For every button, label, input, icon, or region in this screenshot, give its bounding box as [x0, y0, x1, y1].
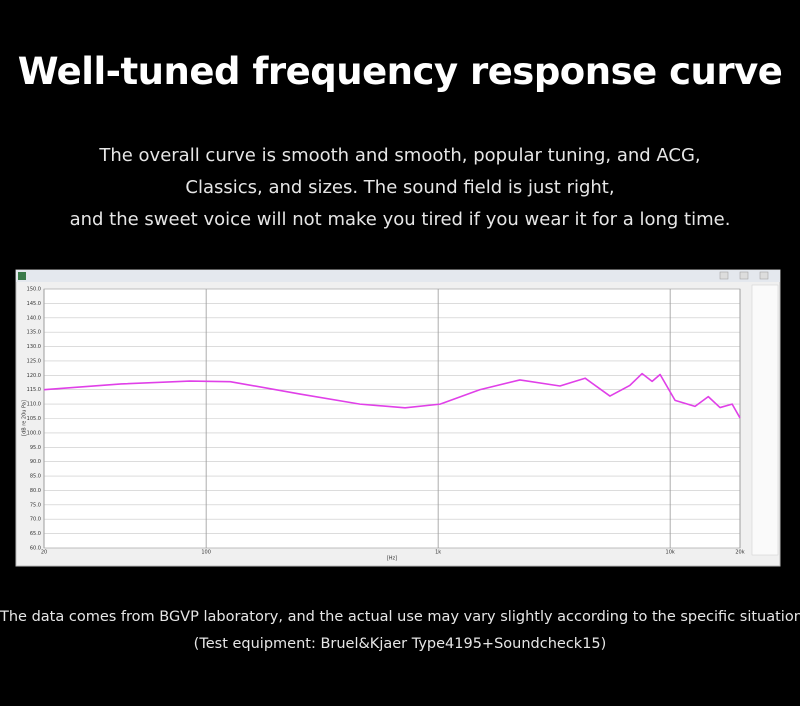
y-tick-label: 70.0: [30, 517, 41, 523]
window-titlebar: [16, 270, 780, 282]
y-tick-label: 150.0: [27, 287, 41, 293]
y-tick-label: 140.0: [27, 315, 41, 321]
x-tick-label: 1k: [435, 550, 441, 556]
y-tick-label: 110.0: [27, 402, 41, 408]
x-axis-label: [Hz]: [387, 556, 397, 562]
y-tick-label: 105.0: [27, 416, 41, 422]
window-button: [759, 271, 769, 280]
footer-line: (Test equipment: Bruel&Kjaer Type4195+So…: [193, 636, 607, 652]
y-tick-label: 65.0: [30, 531, 41, 537]
y-tick-label: 135.0: [27, 330, 41, 336]
x-tick-label: 100: [201, 550, 211, 556]
window-icon: [18, 272, 26, 280]
headline: Well-tuned frequency response curve: [17, 50, 783, 93]
y-tick-label: 125.0: [27, 358, 41, 364]
description-line: and the sweet voice will not make you ti…: [69, 209, 731, 230]
window-button: [739, 271, 749, 280]
response-curve: [43, 372, 741, 419]
side-panel: [751, 284, 779, 556]
footer: The data comes from BGVP laboratory, and…: [0, 604, 800, 658]
description: The overall curve is smooth and smooth, …: [0, 140, 800, 236]
y-tick-label: 100.0: [27, 430, 41, 436]
y-tick-label: 145.0: [27, 301, 41, 307]
x-tick-label: 20k: [735, 550, 744, 556]
y-tick-label: 120.0: [27, 373, 41, 379]
y-tick-label: 85.0: [30, 474, 41, 480]
chart-window: [Hz] [dB re 20u Pa] 60.0 65.0 70.0 75.0 80.0…: [15, 269, 781, 567]
window-button: [719, 271, 729, 280]
y-tick-label: 95.0: [30, 445, 41, 451]
y-tick-label: 130.0: [27, 344, 41, 350]
y-tick-label: 75.0: [30, 502, 41, 508]
y-tick-label: 80.0: [30, 488, 41, 494]
x-tick-label: 20: [41, 550, 47, 556]
y-tick-label: 60.0: [30, 546, 41, 552]
y-axis-label: [dB re 20u Pa]: [22, 400, 28, 436]
y-tick-label: 90.0: [30, 459, 41, 465]
y-tick-label: 115.0: [27, 387, 41, 393]
footer-line: The data comes from BGVP laboratory, and…: [0, 609, 800, 625]
x-tick-label: 10k: [666, 550, 675, 556]
description-line: The overall curve is smooth and smooth, …: [99, 145, 701, 166]
description-line: Classics, and sizes. The sound field is …: [185, 177, 615, 198]
